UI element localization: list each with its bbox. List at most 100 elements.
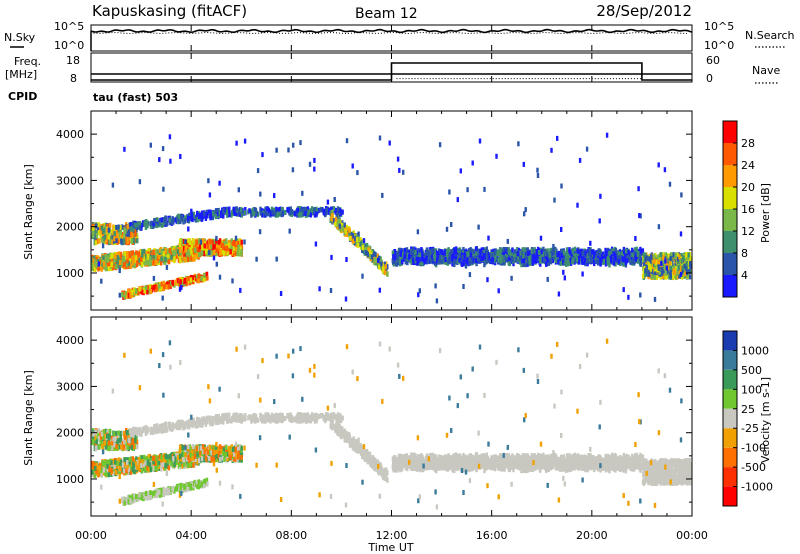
power-cell: [207, 178, 210, 184]
power-cell: [365, 242, 368, 248]
power-cell: [663, 265, 667, 271]
power-cell: [658, 260, 661, 266]
power-cell: [273, 193, 276, 199]
power-cell: [181, 246, 184, 251]
power-cell: [497, 257, 500, 263]
power-cell: [133, 263, 136, 269]
power-cell: [158, 258, 161, 263]
power-cell: [117, 262, 120, 267]
power-cell: [483, 262, 486, 268]
power-cell: [209, 244, 213, 250]
power-cell: [680, 258, 683, 263]
power-cell: [127, 231, 130, 237]
power-cell: [92, 225, 95, 231]
power-cell: [644, 268, 647, 274]
power-cell: [589, 240, 592, 246]
power-cell: [392, 254, 395, 260]
power-cell: [167, 252, 170, 258]
power-cell: [552, 244, 555, 249]
power-cell: [141, 262, 144, 267]
power-cell: [669, 270, 672, 276]
power-cell: [604, 247, 607, 253]
power-cell: [102, 255, 105, 261]
power-cell: [430, 250, 433, 256]
power-cell: [557, 291, 561, 297]
power-cell: [344, 229, 347, 235]
power-cell: [219, 250, 222, 256]
power-cell: [94, 240, 98, 246]
power-cell: [523, 211, 526, 217]
power-cell: [356, 242, 360, 248]
power-cell: [671, 260, 674, 266]
power-cell: [239, 287, 242, 293]
power-cell: [623, 256, 626, 262]
power-cell: [183, 218, 187, 224]
power-cell: [194, 217, 197, 222]
power-cell: [120, 238, 123, 244]
power-cell: [243, 210, 246, 216]
power-cell: [474, 246, 478, 252]
power-cell: [521, 247, 524, 253]
power-cell: [487, 235, 490, 241]
power-cell: [527, 251, 530, 257]
power-cell: [151, 284, 154, 290]
power-cell: [206, 275, 209, 281]
power-cell: [157, 286, 160, 292]
power-cell: [168, 134, 172, 140]
power-cell: [199, 244, 202, 250]
power-cell: [611, 248, 614, 254]
power-cell: [96, 226, 100, 231]
power-cell: [502, 246, 505, 252]
power-cell: [614, 247, 618, 253]
power-cell: [394, 261, 397, 267]
power-cell: [440, 249, 444, 255]
power-cell: [146, 254, 149, 260]
power-cell: [394, 255, 397, 261]
power-cell: [225, 239, 228, 245]
power-cell: [409, 258, 412, 264]
power-cell: [568, 257, 572, 263]
power-cell: [180, 216, 184, 222]
power-cell: [214, 208, 218, 214]
power-cell: [575, 257, 579, 263]
freq-tick-top: 18: [66, 54, 80, 67]
power-cell: [352, 238, 356, 244]
power-cell: [336, 222, 340, 228]
power-cell: [313, 157, 316, 163]
power-cell: [119, 225, 122, 230]
power-cell: [442, 255, 445, 261]
power-cell: [266, 206, 269, 212]
power-cell: [522, 161, 525, 167]
power-cell: [183, 255, 186, 261]
power-cell: [235, 246, 238, 252]
power-cell: [243, 239, 246, 245]
power-cell: [533, 247, 536, 253]
power-cell: [430, 257, 433, 263]
power-cell: [633, 247, 637, 253]
power-cell: [401, 252, 404, 257]
power-cell: [434, 283, 437, 289]
power-cell: [215, 238, 218, 244]
power-cell: [338, 208, 342, 214]
power-cell: [410, 246, 413, 252]
power-cell: [224, 246, 228, 252]
power-cell: [174, 246, 178, 252]
power-cell: [361, 248, 364, 253]
y-tick-label: 2000: [56, 221, 84, 234]
power-cell: [184, 242, 187, 248]
power-cell: [255, 256, 258, 262]
power-cell: [108, 261, 111, 267]
power-cell: [237, 251, 240, 257]
power-cell: [432, 253, 435, 259]
power-cell: [196, 253, 199, 259]
power-cell: [110, 254, 113, 260]
power-cell: [148, 289, 151, 295]
power-cell: [403, 247, 407, 253]
power-cell: [659, 252, 662, 258]
power-cell: [539, 256, 542, 261]
power-cell: [154, 260, 157, 266]
power-cell: [494, 248, 497, 254]
power-cell: [122, 262, 126, 268]
power-cell: [218, 238, 222, 244]
power-cell: [348, 227, 351, 233]
